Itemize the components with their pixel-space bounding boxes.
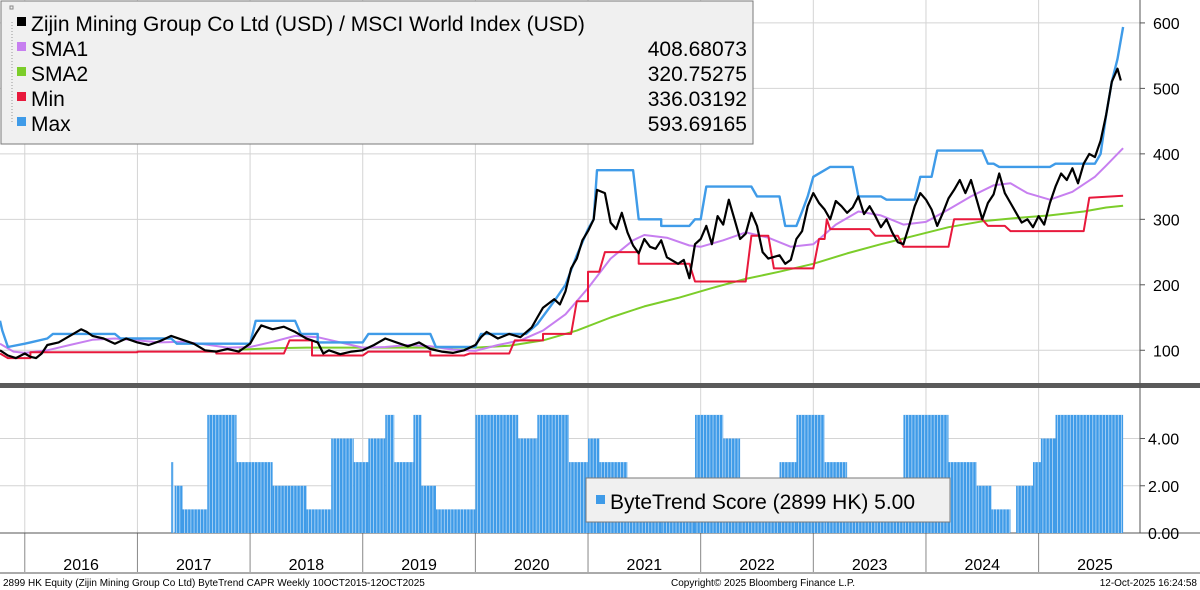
- legend-value-sma1: 408.68073: [648, 38, 747, 61]
- score-bar: [568, 462, 589, 533]
- series-line-max: [0, 26, 1125, 349]
- year-label: 2023: [852, 557, 888, 574]
- series-line-sma2: [238, 204, 1124, 351]
- score-bar: [948, 462, 977, 533]
- score-legend: ByteTrend Score (2899 HK) 5.00: [585, 477, 951, 523]
- year-label: 2020: [514, 557, 550, 574]
- legend-swatch-min: [17, 92, 26, 101]
- legend-value-min: 336.03192: [648, 88, 747, 111]
- score-bar: [385, 414, 395, 533]
- score-bar: [174, 485, 183, 533]
- score-bar: [306, 509, 332, 533]
- series-line-price: [0, 67, 1122, 360]
- score-bar: [1032, 462, 1041, 533]
- price-lines: [0, 26, 1125, 360]
- price-tick-label: 500: [1153, 81, 1180, 98]
- score-bar: [182, 509, 208, 533]
- price-tick-label: 200: [1153, 278, 1180, 295]
- legend-value-sma2: 320.75275: [648, 63, 747, 86]
- score-tick-label: 2.00: [1148, 479, 1179, 496]
- score-bar: [394, 462, 414, 533]
- year-label: 2022: [739, 557, 775, 574]
- price-tick-label: 300: [1153, 212, 1180, 229]
- score-tick-label: 0.00: [1148, 526, 1179, 543]
- legend-value-max: 593.69165: [648, 113, 747, 136]
- score-tick-label: 4.00: [1148, 432, 1179, 449]
- score-bar: [976, 485, 992, 533]
- legend-label-max: Max: [31, 113, 71, 136]
- legend-swatch-score: [596, 495, 605, 504]
- legend-label-score: ByteTrend Score (2899 HK) 5.00: [610, 491, 915, 514]
- year-label: 2017: [176, 557, 212, 574]
- score-bar: [171, 462, 174, 533]
- score-bar: [353, 462, 369, 533]
- score-bar: [421, 485, 436, 533]
- footer-left: 2899 HK Equity (Zijin Mining Group Co Lt…: [3, 578, 425, 589]
- legend-label-min: Min: [31, 88, 65, 111]
- price-legend: Zijin Mining Group Co Ltd (USD) / MSCI W…: [0, 0, 754, 145]
- score-bar: [413, 414, 422, 533]
- score-bar: [1040, 438, 1056, 533]
- score-bar: [991, 509, 1011, 533]
- score-axis-ticks: 0.00 2.00 4.00: [1140, 432, 1179, 543]
- legend-label-sma1: SMA1: [31, 38, 88, 61]
- year-axis-ticks: 2016 2017 2018 2019 2020 2021 2022 2023 2024 2025: [63, 557, 1113, 574]
- score-bar: [537, 414, 569, 533]
- legend-label-sma2: SMA2: [31, 63, 88, 86]
- year-label: 2016: [63, 557, 99, 574]
- legend-swatch-sma2: [17, 67, 26, 76]
- year-label: 2024: [964, 557, 1000, 574]
- price-tick-label: 100: [1153, 343, 1180, 360]
- series-line-sma1: [0, 147, 1124, 354]
- year-label: 2018: [289, 557, 325, 574]
- legend-swatch-max: [17, 117, 26, 126]
- year-label: 2019: [401, 557, 437, 574]
- legend-swatch-sma1: [17, 42, 26, 51]
- footer-center: Copyright© 2025 Bloomberg Finance L.P.: [671, 578, 855, 589]
- year-label: 2025: [1077, 557, 1113, 574]
- legend-swatch-price: [17, 17, 26, 26]
- price-axis-ticks: 100 200 300 400 500 600: [1140, 16, 1180, 360]
- price-tick-label: 600: [1153, 16, 1180, 33]
- panel-divider: [0, 383, 1200, 388]
- price-tick-label: 400: [1153, 147, 1180, 164]
- score-bar: [435, 509, 476, 533]
- footer-right: 12-Oct-2025 16:24:58: [1100, 578, 1198, 589]
- year-label: 2021: [627, 557, 663, 574]
- score-bar: [518, 438, 538, 533]
- chart-title: Zijin Mining Group Co Ltd (USD) / MSCI W…: [31, 13, 585, 36]
- score-bars: [171, 414, 1124, 533]
- series-line-min: [0, 194, 1124, 360]
